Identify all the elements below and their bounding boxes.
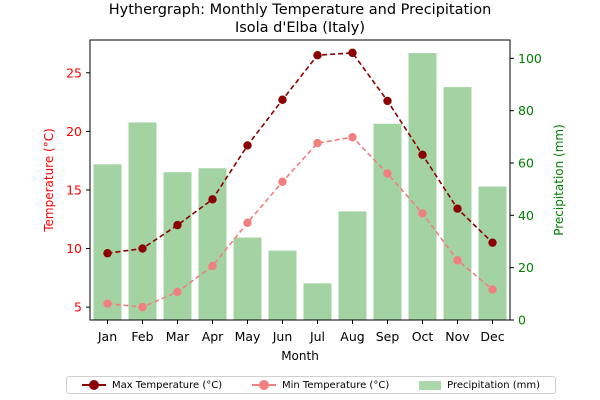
x-tick-label-jan: Jan	[97, 329, 117, 344]
x-tick-label-mar: Mar	[166, 329, 190, 344]
min-temp-point-apr	[208, 261, 217, 271]
x-tick-label-aug: Aug	[340, 329, 364, 344]
legend-label-min-temp: Min Temperature (°C)	[281, 379, 390, 391]
precipitation-bar-apr	[198, 168, 227, 320]
min-temp-point-may	[243, 218, 252, 227]
legend-swatch-max-temp	[81, 380, 106, 390]
left-y-axis-label: Temperature (°C)	[42, 128, 56, 233]
x-tick-label-may: May	[235, 329, 261, 344]
left-y-tick-label-10: 10	[66, 241, 82, 256]
right-y-tick-label-60: 60	[518, 155, 534, 170]
min-temp-point-oct	[418, 209, 427, 218]
max-temp-point-apr	[208, 195, 217, 204]
right-y-tick-label-20: 20	[518, 260, 534, 275]
precipitation-bar-jul	[303, 283, 332, 320]
x-tick-label-feb: Feb	[131, 329, 153, 344]
max-temp-point-nov	[453, 204, 462, 213]
legend-item-max-temp: Max Temperature (°C)	[81, 379, 223, 391]
right-y-tick-label-80: 80	[518, 103, 534, 118]
plot-frame	[89, 39, 511, 321]
precipitation-bar-aug	[338, 211, 367, 320]
right-y-tick-label-100: 100	[518, 51, 542, 66]
right-y-axis-label: Precipitation (mm)	[552, 124, 566, 236]
left-y-tick-label-25: 25	[66, 65, 82, 80]
max-temp-point-jul	[313, 51, 322, 60]
precipitation-bar-dec	[478, 186, 507, 320]
left-y-tick-label-20: 20	[66, 124, 82, 139]
legend-item-precipitation: Precipitation (mm)	[419, 380, 540, 391]
precipitation-bar-feb	[128, 122, 157, 321]
min-temp-line	[107, 136, 494, 308]
legend-swatch-min-temp	[251, 380, 276, 390]
precipitation-bar-mar	[163, 172, 192, 320]
min-temp-point-sep	[383, 169, 392, 178]
min-temp-point-jul	[313, 138, 322, 148]
precipitation-bar-nov	[443, 87, 472, 320]
max-temp-point-sep	[383, 96, 392, 106]
x-tick-label-nov: Nov	[445, 329, 470, 344]
min-temp-point-nov	[453, 256, 462, 265]
x-tick-label-jun: Jun	[272, 329, 293, 344]
max-temp-point-may	[243, 141, 252, 150]
chart-subtitle: Isola d'Elba (Italy)	[235, 20, 365, 36]
precipitation-bar-jan	[93, 164, 122, 320]
precipitation-bar-jun	[268, 250, 297, 320]
x-tick-label-apr: Apr	[202, 329, 224, 344]
min-temp-point-mar	[173, 287, 182, 297]
max-temp-point-mar	[173, 220, 182, 230]
max-temp-point-jan	[103, 249, 112, 258]
max-temp-line	[107, 52, 494, 255]
max-temp-point-dec	[488, 238, 497, 247]
chart-title: Hythergraph: Monthly Temperature and Pre…	[109, 2, 492, 18]
x-tick-label-oct: Oct	[412, 329, 434, 344]
legend-label-precipitation: Precipitation (mm)	[447, 379, 541, 391]
legend-swatch-precipitation	[419, 380, 442, 390]
right-y-tick-label-0: 0	[518, 313, 526, 328]
min-temp-point-jun	[278, 177, 287, 186]
right-y-tick-label-40: 40	[518, 208, 534, 223]
precipitation-bar-may	[233, 237, 262, 320]
max-temp-point-jun	[278, 95, 287, 104]
max-temp-point-oct	[418, 150, 427, 160]
min-temp-point-jan	[103, 299, 112, 308]
left-y-tick-label-5: 5	[74, 300, 82, 315]
x-tick-label-jul: Jul	[309, 329, 325, 344]
precipitation-bar-oct	[408, 53, 437, 321]
min-temp-point-feb	[138, 302, 147, 312]
x-tick-label-dec: Dec	[480, 329, 504, 344]
min-temp-point-dec	[488, 285, 497, 294]
legend-label-max-temp: Max Temperature (°C)	[111, 379, 223, 391]
chart-legend: Max Temperature (°C) Min Temperature (°C…	[66, 376, 556, 394]
max-temp-point-aug	[348, 48, 357, 58]
left-y-tick-label-15: 15	[66, 182, 82, 197]
min-temp-point-aug	[348, 133, 357, 142]
x-tick-label-sep: Sep	[376, 329, 400, 344]
precipitation-bar-sep	[373, 123, 402, 321]
max-temp-point-feb	[138, 244, 147, 253]
legend-item-min-temp: Min Temperature (°C)	[251, 379, 390, 391]
x-axis-label: Month	[281, 349, 319, 363]
